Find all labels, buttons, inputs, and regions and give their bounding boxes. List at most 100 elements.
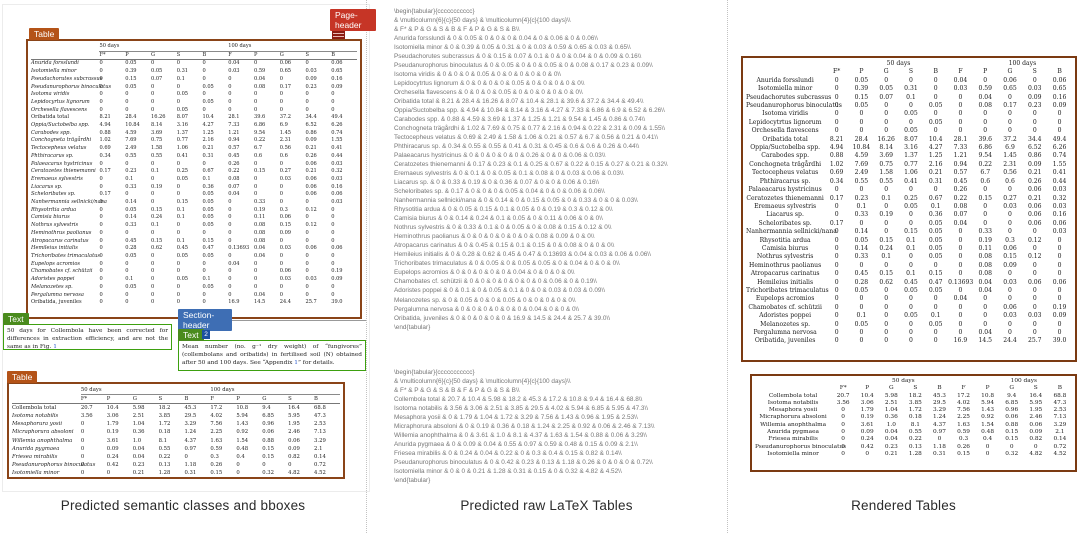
table-cell: Liacarus sp.	[766, 211, 804, 219]
table-cell: 0.06	[1027, 202, 1042, 210]
table-row: Pseudachorutes subcrassus 0 0.15 0.07 0.1 0 0 0…	[746, 94, 1072, 102]
table-cell: 0.31	[184, 469, 197, 476]
table-cell: 0.26	[228, 160, 240, 167]
table-cell: 0	[150, 229, 155, 236]
table-cell: 0	[253, 106, 258, 113]
table-cell: 0.23	[132, 461, 145, 468]
table-cell: 0	[1032, 244, 1037, 252]
table-cell: 0	[1032, 110, 1037, 118]
table-cell: 0.44	[1052, 177, 1067, 185]
table-cell: 0.03	[305, 276, 317, 283]
table-cell: 0.19	[331, 268, 343, 275]
table-cell: 0.12	[1027, 236, 1042, 244]
table-row: Willemia anophthalma 0 3.61 1.0 8.1 4.37 1.63 1…	[755, 422, 1072, 429]
table-cell: 0.06	[1029, 421, 1043, 428]
table-cell: 0	[884, 295, 889, 303]
table-cell: 1.28	[908, 450, 922, 457]
table-cell: 0.16	[1052, 93, 1067, 101]
table-cell: 0	[202, 160, 206, 167]
table-cell: 0.03	[1003, 278, 1017, 286]
table-row: Palaeacarus hystricinus 0 0 0 0 0 0.26 0 0 0.06 0.…	[31, 161, 357, 169]
text2-content-tail: ” for details.	[298, 360, 335, 366]
table-cell: 0	[1057, 261, 1062, 269]
table-cell: 0	[331, 260, 335, 267]
table-cell: 0.88	[1005, 421, 1019, 428]
table-cell: 6.26	[1052, 144, 1067, 152]
table-cell: 47.3	[1053, 399, 1067, 406]
table-cell: 0.33	[978, 228, 993, 236]
table-cell: 0.92	[236, 429, 249, 436]
table-cell: 0	[884, 228, 889, 236]
table-cell: 0.17	[99, 168, 111, 175]
table-cell: 0.09	[860, 429, 874, 436]
table-cell: 0.15	[879, 270, 893, 278]
table-row: Isotomiella minor 0 0.39 0.05 0.31 0 0.03 0.59 0…	[31, 68, 357, 76]
table-cell: 0	[176, 83, 180, 90]
table-cell: 0.09	[1052, 312, 1067, 320]
table-cell: 0.05	[202, 222, 214, 229]
latex-line: Willemia anophthalma & 0 & 3.61 & 1.0 & …	[394, 432, 647, 440]
table-cell: 0	[1057, 244, 1062, 252]
table-cell: 1.95	[288, 421, 300, 428]
table-row: Anurida forsslundi 0 0.05 0 0 0 0.04 0 0.06 0 0.06	[746, 77, 1072, 85]
table-cell: 37.2	[1003, 135, 1017, 143]
table-cell: 0.15	[928, 270, 943, 278]
table-cell: 0.47	[928, 278, 943, 286]
table-cell: 0.04	[953, 295, 968, 303]
table-cell: 0	[253, 98, 258, 105]
table-cell: Carabodes spp.	[761, 152, 810, 160]
table-cell: Eremaeus sylvestris	[754, 202, 817, 210]
table-cell: 8.21	[829, 135, 844, 143]
table-cell: 0.42	[860, 443, 874, 450]
table-cell: 0	[933, 186, 938, 194]
table-cell: 0.32	[262, 469, 275, 476]
table-cell: 0.03	[279, 276, 292, 283]
table-row: Chamobates cf. schützii 0 0 0 0 0 0 0 0.06 0 0.19	[31, 268, 357, 276]
table-cell: 0.05	[176, 276, 189, 283]
table-cell: 49.4	[331, 114, 343, 121]
table-cell: 0.6	[253, 152, 263, 159]
table-cell: 0.1	[125, 276, 134, 283]
table-cell: 0.06	[305, 175, 317, 182]
table-cell: Nanhermannia sellnicki/nana	[746, 228, 837, 236]
table-cell: Mesaphora yosii	[768, 407, 818, 414]
table-cell: 0.6	[279, 152, 288, 159]
table-cell: 16.4	[1029, 392, 1043, 399]
table-cell: 0	[958, 236, 963, 244]
table-cell: 6.85	[262, 413, 275, 420]
table-cell: 0.26	[210, 461, 223, 468]
table-cell: 0.77	[176, 137, 189, 144]
table-cell: 0.22	[253, 137, 266, 144]
table-cell: 0.33	[854, 253, 869, 261]
table-cell: 0.97	[184, 445, 197, 452]
table-cell: 0	[331, 291, 335, 298]
table-cell: 0	[125, 91, 129, 98]
table-cell: 4.94	[829, 144, 844, 152]
table-cell: 0.23	[125, 168, 137, 175]
table-cell: 2.1	[314, 445, 323, 452]
table-row: Scheloribates sp. 0.17 0 0 0 0.05 0.04 0 0 0.06 0.…	[31, 191, 357, 199]
table-row: Orchesella flavescens 0 0 0 0.05 0 0 0 0 0 0	[31, 107, 357, 115]
rendered-table-2-content: 50 days 100 days F* P G S B F P G S B Collembola tot…	[755, 378, 1072, 458]
table-cell: 10.8	[236, 405, 249, 412]
table-cell: 0	[279, 183, 283, 190]
latex-block-1: \begin{tabular}{ccccccccccc} & \multicolu…	[394, 7, 668, 332]
table-cell: 0.05	[202, 206, 214, 213]
latex-line: Anurida pygmaea & 0 & 0.09 & 0.04 & 0.55…	[394, 441, 638, 449]
table-cell: 0.05	[202, 283, 214, 290]
table-cell: 0	[99, 106, 103, 113]
table-cell: 0.03	[331, 199, 343, 206]
table-cell: Melanozetes sp.	[760, 320, 811, 328]
table-cell: 0	[958, 253, 963, 261]
table-cell: 0.09	[279, 229, 292, 236]
table-cell: 0	[305, 291, 309, 298]
table-cell: 39.6	[978, 135, 993, 143]
latex-line: Lepidocytrtus lignorum & 0 & 0 & 0 & 0 &…	[394, 80, 585, 88]
table-cell: 0.45	[904, 278, 918, 286]
table-cell: 0	[933, 295, 938, 303]
table-cell: 0	[958, 244, 963, 252]
table-cell: 1.79	[106, 421, 119, 428]
text1-figure-link: 1	[53, 344, 57, 350]
table-cell: 0	[884, 186, 889, 194]
table-cell: 1.0	[886, 421, 896, 428]
